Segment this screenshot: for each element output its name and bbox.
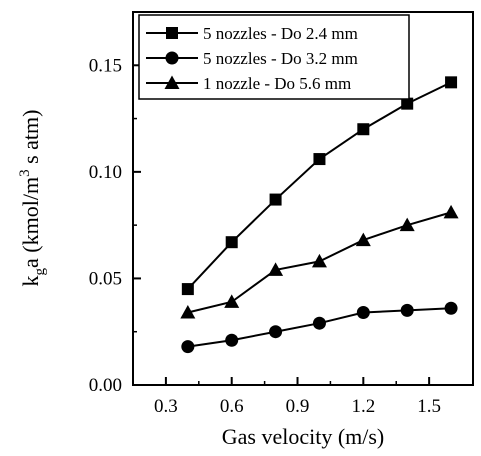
- y-axis-title-subscript: g: [32, 267, 48, 275]
- data-point-circle: [225, 333, 239, 347]
- data-point-triangle: [443, 204, 459, 219]
- x-tick-label: 0.6: [220, 396, 244, 417]
- x-axis: 0.3 0.6 0.9 1.2 1.5: [154, 377, 441, 417]
- series-triangle: [180, 204, 459, 319]
- x-tick-label: 1.2: [351, 396, 375, 417]
- y-axis-title-end: s atm): [18, 110, 43, 170]
- legend-item: 5 nozzles - Do 2.4 mm: [146, 24, 358, 43]
- y-tick-label: 0.00: [89, 375, 122, 396]
- legend: 5 nozzles - Do 2.4 mm 5 nozzles - Do 3.2 …: [138, 14, 410, 100]
- data-point-square: [269, 193, 282, 206]
- data-point-triangle: [268, 262, 284, 276]
- data-point-circle: [400, 303, 414, 317]
- y-axis-title: kga (kmol/m3 s atm): [17, 110, 48, 287]
- data-point-square: [181, 283, 194, 296]
- data-point-triangle: [224, 294, 240, 308]
- legend-label: 5 nozzles - Do 3.2 mm: [203, 49, 358, 68]
- data-point-square: [401, 97, 414, 110]
- y-axis-title-base: k: [18, 275, 43, 286]
- data-point-square: [225, 236, 238, 249]
- legend-label: 1 nozzle - Do 5.6 mm: [203, 74, 351, 93]
- x-tick-label: 1.5: [417, 396, 441, 417]
- data-point-square: [357, 123, 370, 136]
- legend-label: 5 nozzles - Do 2.4 mm: [203, 24, 358, 43]
- data-point-triangle: [164, 75, 180, 89]
- legend-item: 5 nozzles - Do 3.2 mm: [146, 49, 358, 68]
- y-tick-label: 0.10: [89, 162, 122, 183]
- x-tick-label: 0.3: [154, 396, 178, 417]
- data-point-circle: [312, 316, 326, 330]
- data-point-triangle: [311, 253, 327, 268]
- y-axis: 0.00 0.05 0.10 0.15: [89, 55, 141, 396]
- y-tick-label: 0.05: [89, 268, 122, 289]
- data-point-square: [313, 153, 326, 166]
- data-point-triangle: [355, 232, 371, 247]
- x-axis-title: Gas velocity (m/s): [222, 424, 385, 449]
- data-point-triangle: [399, 217, 415, 232]
- data-point-circle: [181, 340, 195, 354]
- data-point-circle: [269, 325, 283, 339]
- y-axis-title-middle: a (kmol/m: [18, 177, 43, 268]
- series-circle: [181, 301, 458, 354]
- series-layer: [180, 76, 459, 354]
- data-point-square: [445, 76, 458, 89]
- data-point-circle: [165, 51, 179, 65]
- plot-frame: [132, 11, 474, 386]
- data-point-square: [166, 27, 178, 39]
- data-point-circle: [356, 306, 370, 320]
- legend-item: 1 nozzle - Do 5.6 mm: [146, 74, 351, 93]
- data-point-circle: [444, 301, 458, 315]
- data-point-triangle: [180, 305, 196, 319]
- x-tick-label: 0.9: [286, 396, 310, 417]
- y-tick-label: 0.15: [89, 55, 122, 76]
- y-axis-title-superscript: 3: [17, 169, 33, 177]
- series-square: [181, 76, 458, 296]
